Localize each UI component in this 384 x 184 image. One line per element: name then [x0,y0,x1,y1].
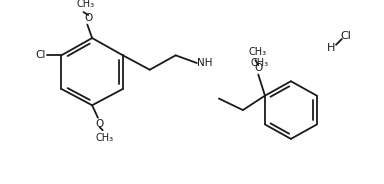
Text: CH₃: CH₃ [250,58,268,68]
Text: NH: NH [197,58,212,68]
Text: O: O [84,13,93,23]
Text: Cl: Cl [340,31,351,41]
Text: CH₃: CH₃ [96,133,114,143]
Text: O: O [96,119,104,130]
Text: Cl: Cl [35,50,45,60]
Text: CH₃: CH₃ [76,0,94,9]
Text: H: H [327,43,336,53]
Text: O: O [254,63,262,73]
Text: CH₃: CH₃ [248,47,266,57]
